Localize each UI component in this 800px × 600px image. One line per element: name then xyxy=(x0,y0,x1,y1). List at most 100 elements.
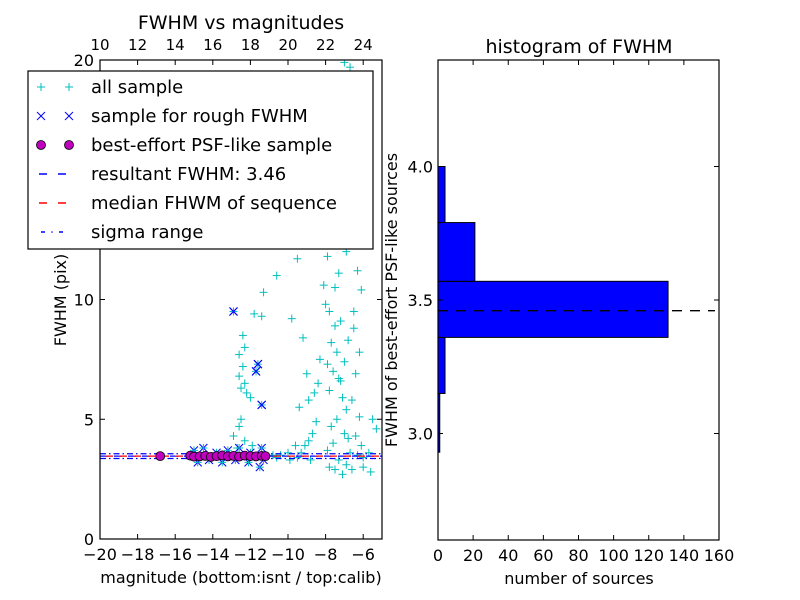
all-sample-point xyxy=(235,422,244,431)
all-sample-point xyxy=(344,336,353,345)
all-sample-point xyxy=(351,432,360,441)
all-sample-point xyxy=(293,453,302,462)
all-sample-point xyxy=(349,324,358,333)
all-sample-point xyxy=(336,376,345,385)
all-sample-point xyxy=(372,424,381,433)
legend-label: median FHWM of sequence xyxy=(91,193,337,214)
all-sample-point xyxy=(300,441,309,450)
histogram-ylabel: FWHM of best-effort PSF-like sources xyxy=(382,153,401,447)
all-sample-point xyxy=(291,441,300,450)
histogram-title: histogram of FWHM xyxy=(485,36,672,58)
all-sample-point xyxy=(306,455,315,464)
legend-label: sigma range xyxy=(91,222,203,243)
all-sample-point xyxy=(325,307,334,316)
all-sample-point xyxy=(336,317,345,326)
legend-item: median FHWM of sequence xyxy=(39,193,337,214)
all-sample-point xyxy=(338,470,347,479)
top-x-tick-label: 14 xyxy=(166,36,185,54)
all-sample-point xyxy=(257,312,266,321)
histogram-x-tick-label: 100 xyxy=(598,546,629,565)
all-sample-point xyxy=(327,422,336,431)
x-marker-icon xyxy=(36,111,46,121)
all-sample-point xyxy=(323,446,332,455)
x-marker-icon xyxy=(64,111,74,121)
x-tick-label: −10 xyxy=(271,545,305,564)
histogram-x-ticks: 0 20 40 60 80 100 120 140 160 xyxy=(433,60,734,565)
all-sample-point xyxy=(368,415,377,424)
all-sample-point xyxy=(346,448,355,457)
all-sample-point xyxy=(297,448,306,457)
all-sample-point xyxy=(240,379,249,388)
all-sample-point xyxy=(229,432,238,441)
all-sample-point xyxy=(329,367,338,376)
top-x-tick-label: 12 xyxy=(128,36,147,54)
all-sample-point xyxy=(237,384,245,393)
all-sample-point xyxy=(285,455,294,464)
x-tick-label: −14 xyxy=(196,545,230,564)
all-sample-point xyxy=(319,281,328,290)
x-tick-label: −18 xyxy=(121,545,155,564)
all-sample-point xyxy=(331,283,339,292)
all-sample-point xyxy=(235,372,244,381)
all-sample-point xyxy=(304,396,313,405)
histogram-y-tick-label: 4.0 xyxy=(408,158,433,177)
all-sample-point xyxy=(235,443,244,452)
histogram-bar xyxy=(437,280,669,338)
histogram-xlabel: number of sources xyxy=(504,569,654,588)
x-tick-label: −12 xyxy=(234,545,268,564)
y-tick-label: 10 xyxy=(74,291,94,310)
all-sample-point xyxy=(321,300,330,309)
histogram-y-tick-label: 3.5 xyxy=(408,291,433,310)
all-sample-point xyxy=(308,429,317,438)
all-sample-point xyxy=(355,412,364,421)
all-sample-point xyxy=(235,350,244,359)
rough-sample-point xyxy=(253,359,263,369)
all-sample-point xyxy=(323,360,332,369)
top-x-tick-label: 22 xyxy=(316,36,335,54)
all-sample-point xyxy=(310,388,319,397)
all-sample-point xyxy=(349,307,358,316)
x-tick-label: −6 xyxy=(351,545,375,564)
x-ticks: −20 −18 −16 −14 −12 −10 −8 −6 xyxy=(83,534,375,564)
histogram-bars xyxy=(437,166,669,453)
all-sample-point xyxy=(347,396,356,405)
all-sample-point xyxy=(257,443,266,452)
legend-label: best-effort PSF-like sample xyxy=(91,135,332,156)
all-sample-point xyxy=(353,451,362,460)
y-tick-label: 20 xyxy=(74,51,94,70)
scatter-panel: FWHM vs magnitudes −20 −18 −16 −14 −12 −10 −8−… xyxy=(27,12,383,587)
top-x-tick-label: 18 xyxy=(241,36,260,54)
histogram-bar xyxy=(437,222,476,282)
all-sample-point xyxy=(295,403,304,412)
all-sample-point xyxy=(359,463,368,472)
all-sample-point xyxy=(332,415,341,424)
all-sample-point xyxy=(334,455,343,464)
rough-sample-point xyxy=(229,307,238,316)
all-sample-point xyxy=(340,429,349,438)
legend: all sample sample for rough FWHM best-effo… xyxy=(27,70,374,250)
legend-item: all sample xyxy=(37,77,183,98)
scatter-ylabel: FWHM (pix) xyxy=(51,254,70,347)
legend-label: resultant FWHM: 3.46 xyxy=(91,164,286,185)
all-sample-point xyxy=(331,465,339,474)
scatter-title: FWHM vs magnitudes xyxy=(138,12,344,34)
all-sample-point xyxy=(327,338,336,347)
all-sample-point xyxy=(314,379,323,388)
x-tick-label: −16 xyxy=(158,545,192,564)
all-sample-point xyxy=(331,321,339,330)
all-sample-point xyxy=(238,331,247,340)
all-sample-point xyxy=(242,388,251,397)
all-sample-point xyxy=(238,362,247,371)
histogram-bar xyxy=(437,166,446,224)
all-sample-point xyxy=(299,333,308,342)
x-tick-label: −8 xyxy=(314,545,338,564)
histogram-y-tick-label: 3.0 xyxy=(408,425,433,444)
all-sample-point xyxy=(284,448,292,457)
all-sample-point xyxy=(255,463,264,472)
legend-box xyxy=(27,70,374,250)
rough-sample-point xyxy=(251,366,261,376)
all-sample-point xyxy=(340,60,349,67)
all-sample-point xyxy=(248,441,257,450)
all-sample-point xyxy=(357,285,366,294)
